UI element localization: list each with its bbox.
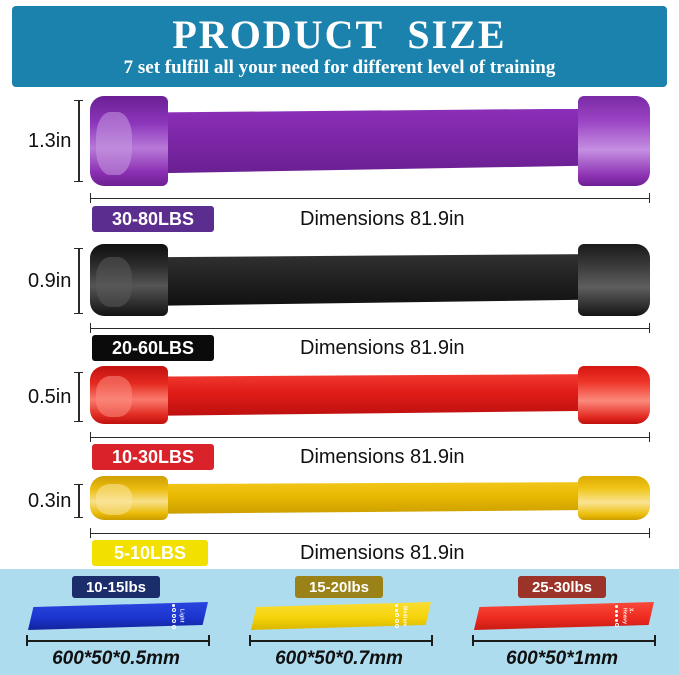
width-dimension-black: 0.9in xyxy=(28,248,84,314)
loop-band-column-yellow: 15-20lbs Medium 600*50*0.7mm xyxy=(233,569,445,675)
loop-band-column-red: 25-30lbs X-Heavy 600*50*1mm xyxy=(456,569,668,675)
page-title: PRODUCT SIZE xyxy=(172,12,507,57)
loop-size-label-yellow: 600*50*0.7mm xyxy=(275,648,403,669)
loop-size-label-blue: 600*50*0.5mm xyxy=(52,648,180,669)
loop-resistance-badge-red: 25-30lbs xyxy=(518,576,606,598)
band-body xyxy=(150,108,590,174)
width-dimension-red: 0.5in xyxy=(28,372,84,422)
vertical-measure-line xyxy=(74,248,84,314)
band-row-yellow: 0.3in xyxy=(0,468,679,566)
loop-band-blue: Light xyxy=(28,602,208,630)
resistance-level-marks: X-Heavy xyxy=(615,605,634,627)
loop-band-column-blue: 10-15lbs Light 600*50*0.5mm xyxy=(10,569,222,675)
width-label: 0.5in xyxy=(28,385,72,408)
resistance-badge-purple: 30-80LBS xyxy=(92,206,214,232)
length-dimension-yellow xyxy=(90,528,650,538)
vertical-measure-line xyxy=(74,372,84,422)
width-dimension-yellow: 0.3in xyxy=(28,484,84,518)
loop-band-red: X-Heavy xyxy=(474,602,654,630)
band-loop-left xyxy=(90,244,168,316)
length-label-yellow: Dimensions 81.9in xyxy=(300,542,465,564)
loop-size-label-red: 600*50*1mm xyxy=(506,648,618,669)
resistance-level-marks: Light xyxy=(170,603,186,629)
band-row-purple: 1.3in xyxy=(0,88,679,232)
loop-bands-panel: 10-15lbs Light 600*50*0.5mm 15-20lbs xyxy=(0,569,679,675)
length-dimension-red xyxy=(90,432,650,442)
band-body xyxy=(150,482,590,514)
length-label-black: Dimensions 81.9in xyxy=(300,337,465,359)
band-loop-left xyxy=(90,476,168,520)
header-banner: PRODUCT SIZE 7 set fulfill all your need… xyxy=(12,6,667,87)
length-dimension-purple xyxy=(90,193,650,203)
band-loop-left xyxy=(90,366,168,424)
resistance-level-marks: Medium xyxy=(393,604,409,628)
band-loop-right xyxy=(578,244,650,316)
vertical-measure-line xyxy=(74,100,84,182)
loop-length-dimension-red xyxy=(472,635,656,646)
length-label-purple: Dimensions 81.9in xyxy=(300,208,465,230)
resistance-badge-black: 20-60LBS xyxy=(92,335,214,361)
level-text: Light xyxy=(178,609,185,623)
band-body xyxy=(150,254,590,306)
resistance-badge-yellow: 5-10LBS xyxy=(92,540,208,566)
resistance-band-yellow xyxy=(90,476,650,520)
loop-length-dimension-blue xyxy=(26,635,210,646)
band-rows: 1.3in xyxy=(0,88,679,566)
vertical-measure-line xyxy=(74,484,84,518)
width-dimension-purple: 1.3in xyxy=(28,100,84,182)
resistance-band-purple xyxy=(90,96,650,186)
length-dimension-black xyxy=(90,323,650,333)
resistance-band-black xyxy=(90,244,650,316)
width-label: 0.9in xyxy=(28,269,72,292)
band-loop-right xyxy=(578,366,650,424)
level-text: Medium xyxy=(401,605,408,627)
loop-resistance-badge-yellow: 15-20lbs xyxy=(295,576,383,598)
band-loop-right xyxy=(578,476,650,520)
band-loop-right xyxy=(578,96,650,186)
width-label: 0.3in xyxy=(28,489,72,512)
length-label-red: Dimensions 81.9in xyxy=(300,446,465,468)
page-subtitle: 7 set fulfill all your need for differen… xyxy=(123,57,556,78)
level-text: X-Heavy xyxy=(621,607,634,625)
band-loop-left xyxy=(90,96,168,186)
loop-resistance-badge-blue: 10-15lbs xyxy=(72,576,160,598)
band-row-black: 0.9in xyxy=(0,234,679,361)
band-body xyxy=(150,374,590,416)
resistance-band-red xyxy=(90,366,650,424)
resistance-badge-red: 10-30LBS xyxy=(92,444,214,470)
loop-length-dimension-yellow xyxy=(249,635,433,646)
band-row-red: 0.5in xyxy=(0,356,679,470)
loop-band-yellow: Medium xyxy=(251,602,431,630)
width-label: 1.3in xyxy=(28,129,72,152)
